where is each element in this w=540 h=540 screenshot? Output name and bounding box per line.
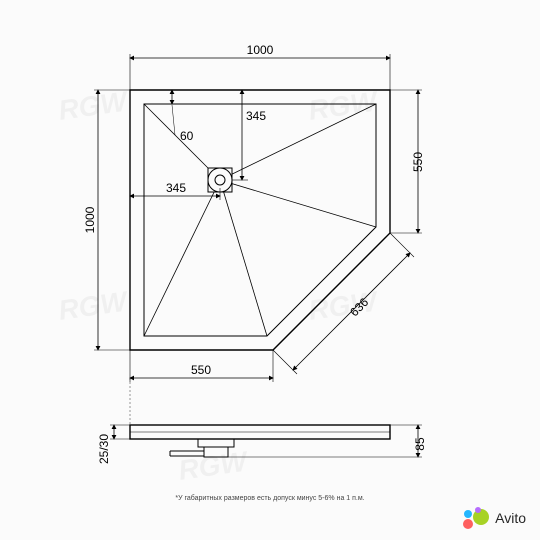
svg-text:1000: 1000 xyxy=(247,43,274,57)
svg-text:550: 550 xyxy=(411,152,425,172)
svg-text:RGW: RGW xyxy=(57,285,132,326)
svg-text:60: 60 xyxy=(180,129,194,143)
side-view: 25/30 85 xyxy=(97,378,427,464)
svg-text:RGW: RGW xyxy=(57,85,132,126)
svg-text:550: 550 xyxy=(191,363,211,377)
svg-text:345: 345 xyxy=(166,181,186,195)
svg-text:345: 345 xyxy=(246,109,266,123)
avito-icon xyxy=(461,506,491,530)
dim-right-550: 550 xyxy=(390,90,425,233)
svg-text:85: 85 xyxy=(413,437,427,451)
avito-text: Avito xyxy=(495,510,526,526)
watermark: RGW RGW RGW RGW RGW xyxy=(57,85,382,486)
dim-85: 85 xyxy=(228,425,427,457)
svg-text:25/30: 25/30 xyxy=(97,434,111,464)
dim-top-1000: 1000 xyxy=(130,43,390,90)
avito-logo: Avito xyxy=(461,506,526,530)
svg-text:1000: 1000 xyxy=(83,206,97,233)
dim-thickness: 25/30 xyxy=(97,425,130,464)
footnote-text: *У габаритных размеров есть допуск минус… xyxy=(175,494,364,502)
dim-bottom-550: 550 xyxy=(130,350,273,382)
